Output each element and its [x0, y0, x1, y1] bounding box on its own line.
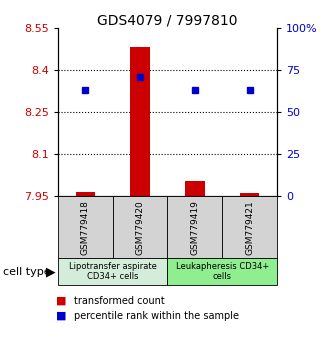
Text: ▶: ▶ [46, 265, 56, 278]
Text: percentile rank within the sample: percentile rank within the sample [74, 311, 239, 321]
Text: GSM779419: GSM779419 [190, 200, 199, 255]
Bar [76, 192, 95, 196]
Text: ■: ■ [56, 311, 67, 321]
Text: GSM779420: GSM779420 [136, 200, 145, 255]
Text: GSM779421: GSM779421 [245, 200, 254, 255]
Text: ■: ■ [56, 296, 67, 306]
Title: GDS4079 / 7997810: GDS4079 / 7997810 [97, 13, 238, 27]
Bar [240, 193, 259, 196]
Bar [185, 181, 205, 196]
Bar [130, 46, 149, 196]
Text: Lipotransfer aspirate
CD34+ cells: Lipotransfer aspirate CD34+ cells [69, 262, 156, 281]
Text: GSM779418: GSM779418 [81, 200, 90, 255]
Text: Leukapheresis CD34+
cells: Leukapheresis CD34+ cells [176, 262, 269, 281]
Text: transformed count: transformed count [74, 296, 165, 306]
Text: cell type: cell type [3, 267, 51, 277]
